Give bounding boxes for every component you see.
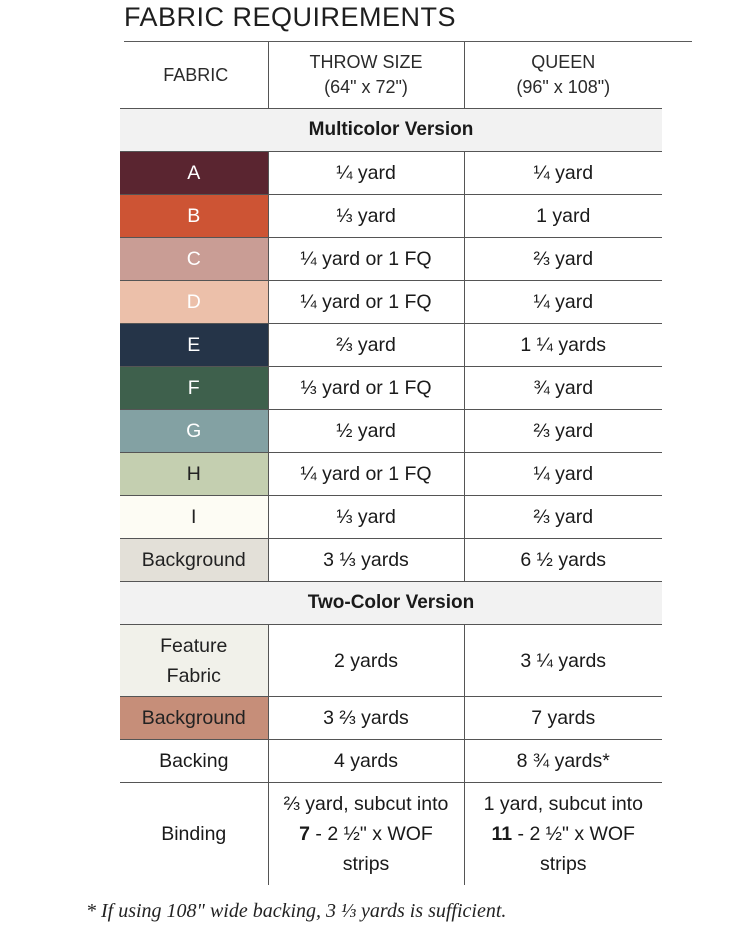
fabric-swatch-twocolor-background: Background: [120, 696, 268, 740]
header-throw-line1: THROW SIZE: [309, 52, 423, 72]
fabric-swatch-a: A: [120, 151, 268, 195]
throw-value: ⅔ yard: [267, 323, 464, 367]
fabric-swatch-e: E: [120, 323, 268, 367]
header-fabric: FABRIC: [120, 42, 268, 109]
queen-value: ¼ yard: [463, 280, 662, 324]
queen-value: 6 ½ yards: [463, 538, 662, 582]
queen-value: ⅔ yard: [463, 495, 662, 539]
throw-value: ⅓ yard: [267, 495, 464, 539]
queen-value: ¼ yard: [463, 151, 662, 195]
table-row: D ¼ yard or 1 FQ ¼ yard: [120, 280, 662, 324]
table-row: G ½ yard ⅔ yard: [120, 409, 662, 453]
table-row: Feature Fabric 2 yards 3 ¼ yards: [120, 624, 662, 697]
queen-value: 8 ¾ yards*: [463, 739, 662, 783]
table-row-backing: Backing 4 yards 8 ¾ yards*: [120, 739, 662, 783]
fabric-swatch-background: Background: [120, 538, 268, 582]
feature-label-line1: Feature: [160, 634, 228, 657]
binding-throw-line2: 7 - 2 ½" x WOF: [269, 819, 464, 849]
binding-throw: ⅔ yard, subcut into 7 - 2 ½" x WOF strip…: [267, 782, 464, 885]
footnote: * If using 108" wide backing, 3 ⅓ yards …: [86, 900, 507, 922]
page-title: FABRIC REQUIREMENTS: [124, 2, 457, 32]
queen-value: ⅔ yard: [463, 409, 662, 453]
table-row: I ⅓ yard ⅔ yard: [120, 495, 662, 539]
fabric-requirements-table: FABRIC THROW SIZE (64" x 72") QUEEN (96"…: [120, 42, 662, 885]
throw-value: 2 yards: [267, 624, 464, 697]
throw-value: ¼ yard or 1 FQ: [267, 280, 464, 324]
table-row: A ¼ yard ¼ yard: [120, 151, 662, 195]
throw-value: ⅓ yard or 1 FQ: [267, 366, 464, 410]
header-queen-line1: QUEEN: [531, 52, 596, 72]
throw-value: ½ yard: [267, 409, 464, 453]
table-row: E ⅔ yard 1 ¼ yards: [120, 323, 662, 367]
fabric-swatch-c: C: [120, 237, 268, 281]
fabric-swatch-h: H: [120, 452, 268, 496]
header-throw-line2: (64" x 72"): [324, 77, 408, 97]
binding-queen-line1: 1 yard, subcut into: [483, 793, 643, 815]
fabric-swatch-feature: Feature Fabric: [120, 624, 268, 697]
fabric-swatch-g: G: [120, 409, 268, 453]
backing-label: Backing: [120, 739, 268, 783]
table-row: B ⅓ yard 1 yard: [120, 194, 662, 238]
throw-value: 4 yards: [267, 739, 464, 783]
binding-throw-cut: - 2 ½" x WOF: [310, 823, 433, 845]
throw-value: ⅓ yard: [267, 194, 464, 238]
section-twocolor-heading: Two-Color Version: [120, 581, 662, 625]
binding-throw-line1: ⅔ yard, subcut into: [283, 793, 449, 815]
throw-value: ¼ yard: [267, 151, 464, 195]
table-row: C ¼ yard or 1 FQ ⅔ yard: [120, 237, 662, 281]
queen-value: 1 ¼ yards: [463, 323, 662, 367]
feature-label-line2: Fabric: [166, 664, 221, 687]
title-rule: [124, 41, 692, 42]
fabric-swatch-f: F: [120, 366, 268, 410]
section-twocolor: Two-Color Version: [120, 581, 662, 625]
binding-queen-count: 11: [491, 823, 513, 845]
binding-queen: 1 yard, subcut into 11 - 2 ½" x WOF stri…: [463, 782, 663, 885]
header-throw: THROW SIZE (64" x 72"): [267, 42, 464, 109]
queen-value: 7 yards: [463, 696, 662, 740]
header-queen: QUEEN (96" x 108"): [463, 42, 662, 109]
table-row: Background 3 ⅓ yards 6 ½ yards: [120, 538, 662, 582]
binding-queen-line2: 11 - 2 ½" x WOF: [465, 819, 663, 849]
fabric-swatch-d: D: [120, 280, 268, 324]
table-row: F ⅓ yard or 1 FQ ¾ yard: [120, 366, 662, 410]
table-row: Background 3 ⅔ yards 7 yards: [120, 696, 662, 740]
queen-value: ⅔ yard: [463, 237, 662, 281]
table-row-binding: Binding ⅔ yard, subcut into 7 - 2 ½" x W…: [120, 782, 663, 885]
fabric-swatch-b: B: [120, 194, 268, 238]
queen-value: ¾ yard: [463, 366, 662, 410]
table-row: H ¼ yard or 1 FQ ¼ yard: [120, 452, 662, 496]
queen-value: ¼ yard: [463, 452, 662, 496]
header-queen-line2: (96" x 108"): [516, 77, 611, 97]
throw-value: 3 ⅓ yards: [267, 538, 464, 582]
binding-throw-line3: strips: [342, 853, 390, 875]
binding-queen-cut: - 2 ½" x WOF: [512, 823, 635, 845]
binding-queen-line3: strips: [539, 853, 587, 875]
table-header-row: FABRIC THROW SIZE (64" x 72") QUEEN (96"…: [120, 42, 662, 109]
throw-value: ¼ yard or 1 FQ: [267, 452, 464, 496]
section-multicolor: Multicolor Version: [120, 108, 662, 152]
queen-value: 3 ¼ yards: [463, 624, 662, 697]
throw-value: ¼ yard or 1 FQ: [267, 237, 464, 281]
throw-value: 3 ⅔ yards: [267, 696, 464, 740]
queen-value: 1 yard: [463, 194, 662, 238]
fabric-swatch-i: I: [120, 495, 268, 539]
section-multicolor-heading: Multicolor Version: [120, 108, 662, 152]
binding-throw-count: 7: [299, 823, 310, 845]
binding-label: Binding: [161, 823, 227, 845]
